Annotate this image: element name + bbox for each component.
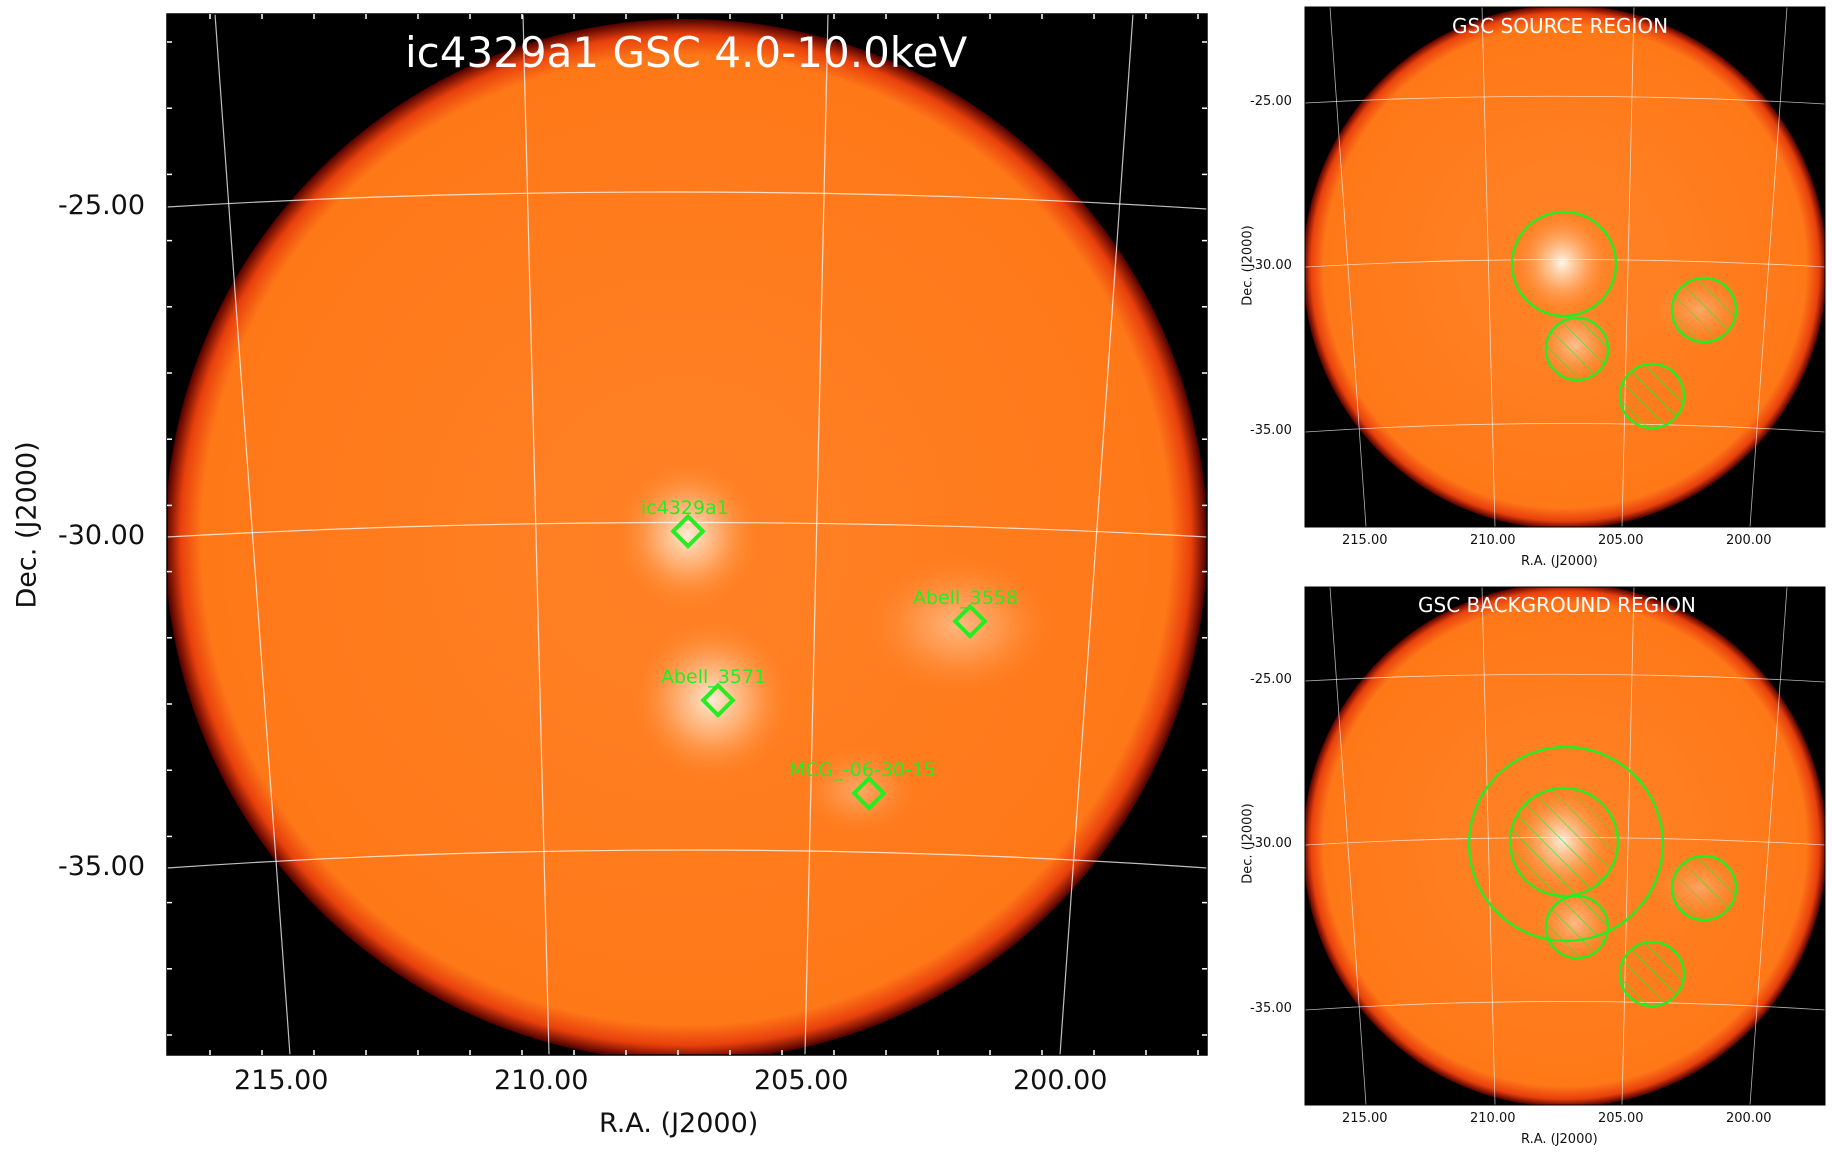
- main-coordinate-grid: [167, 14, 1207, 1055]
- background-sky-image: [1304, 586, 1826, 1106]
- main-title: ic4329a1 GSC 4.0-10.0keV: [405, 28, 968, 77]
- main-panel: ic4329a1 GSC 4.0-10.0keV ic4329a1 Abell_…: [11, 13, 1208, 1139]
- background-excluded-abell-3558: [1670, 854, 1738, 922]
- source-coordinate-grid: [1305, 7, 1825, 527]
- background-dec-tick-3: -35.00: [1250, 1001, 1292, 1016]
- background-ra-tick-3: 205.00: [1598, 1111, 1644, 1126]
- main-source-markers: [670, 513, 988, 811]
- source-panel-title: GSC SOURCE REGION: [1452, 14, 1669, 38]
- source-excluded-mcg: [1618, 362, 1686, 430]
- label-ic4329a1: ic4329a1: [641, 497, 729, 519]
- main-ra-tick-2: 210.00: [494, 1065, 589, 1096]
- source-excluded-abell-3558: [1670, 276, 1738, 344]
- background-ra-tick-4: 200.00: [1726, 1111, 1772, 1126]
- source-plot-frame: [1304, 6, 1826, 528]
- background-ra-tick-1: 215.00: [1342, 1111, 1388, 1126]
- source-dec-tick-1: -25.00: [1250, 94, 1292, 109]
- main-ra-tick-1: 215.00: [234, 1065, 329, 1096]
- marker-mcg-06-30-15: [851, 775, 887, 811]
- background-regions: [1467, 745, 1738, 1008]
- main-dec-tick-2: -30.00: [58, 520, 146, 551]
- marker-ic4329a1: [670, 513, 706, 549]
- background-coordinate-grid: [1305, 587, 1825, 1105]
- background-excluded-abell-3571: [1544, 894, 1610, 960]
- main-ra-tick-3: 205.00: [754, 1065, 849, 1096]
- main-dec-tick-3: -35.00: [58, 851, 146, 882]
- main-y-axis-title: Dec. (J2000): [11, 441, 43, 609]
- source-extraction-circle: [1510, 210, 1618, 318]
- source-dec-tick-3: -35.00: [1250, 423, 1292, 438]
- background-y-axis-title: Dec. (J2000): [1240, 803, 1256, 884]
- source-sky-image: [1304, 6, 1826, 528]
- marker-abell-3558: [952, 603, 988, 639]
- source-dec-tick-2: -30.00: [1250, 258, 1292, 273]
- background-region-panel: GSC BACKGROUND REGION -25.00 -30.00 -35.…: [1220, 578, 1832, 1156]
- background-dec-tick-2: -30.00: [1250, 836, 1292, 851]
- background-panel-title: GSC BACKGROUND REGION: [1418, 593, 1696, 617]
- source-region-panel: GSC SOURCE REGION -25.00 -30.00 -35.00 2…: [1220, 0, 1832, 578]
- label-abell-3571: Abell_3571: [661, 666, 767, 688]
- source-regions: [1510, 210, 1738, 430]
- label-mcg-06-30-15: MCG_-06-30-15: [789, 759, 936, 781]
- main-dec-tick-1: -25.00: [58, 190, 146, 221]
- main-bright-blob-abell-3571: [632, 620, 792, 780]
- source-bright-blob: [1514, 211, 1610, 315]
- main-bright-blob-ic4329a1: [618, 463, 758, 607]
- background-plot-frame: [1304, 586, 1826, 1106]
- background-x-axis-title: R.A. (J2000): [1521, 1132, 1598, 1147]
- source-ra-tick-2: 210.00: [1470, 533, 1516, 548]
- background-dec-tick-1: -25.00: [1250, 672, 1292, 687]
- main-plot-frame: [166, 13, 1208, 1056]
- label-abell-3558: Abell_3558: [913, 587, 1019, 609]
- source-x-axis-title: R.A. (J2000): [1521, 554, 1598, 569]
- source-ra-tick-4: 200.00: [1726, 533, 1772, 548]
- background-excluded-source: [1508, 786, 1620, 898]
- background-excluded-mcg: [1618, 940, 1686, 1008]
- source-y-axis-title: Dec. (J2000): [1240, 225, 1256, 306]
- background-ra-tick-2: 210.00: [1470, 1111, 1516, 1126]
- main-tick-marks: [167, 14, 1207, 1055]
- source-excluded-abell-3571: [1544, 316, 1610, 382]
- source-ra-tick-1: 215.00: [1342, 533, 1388, 548]
- marker-abell-3571: [700, 682, 736, 718]
- source-ra-tick-3: 205.00: [1598, 533, 1644, 548]
- main-ra-tick-4: 200.00: [1013, 1065, 1108, 1096]
- main-sky-image: [166, 13, 1208, 1056]
- main-x-axis-title: R.A. (J2000): [599, 1108, 759, 1139]
